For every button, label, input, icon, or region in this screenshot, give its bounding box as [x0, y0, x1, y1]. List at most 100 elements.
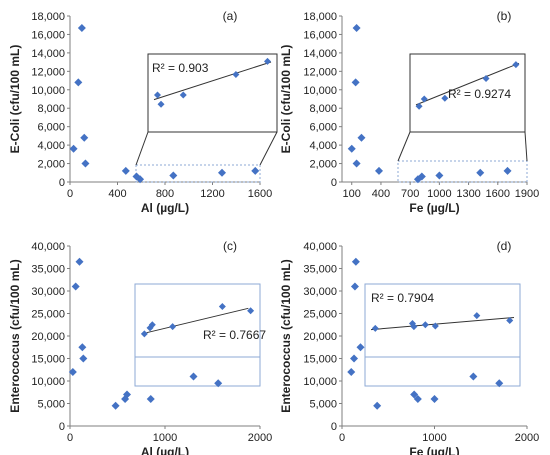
inset-point [232, 71, 240, 79]
data-point [350, 354, 359, 363]
x-tick-label: 1000 [427, 188, 451, 200]
x-tick-label: 0 [67, 188, 73, 200]
inset-box [134, 283, 261, 358]
data-point [373, 401, 382, 410]
data-point [111, 401, 120, 410]
data-point [375, 166, 383, 175]
zoom-connector [135, 131, 149, 166]
chart-panel: 0 5,000 10,000 15,000 20,000 25,000 30,000 35,0… [279, 239, 539, 455]
r-squared-label: R² = 0.903 [152, 61, 209, 75]
data-point [77, 23, 86, 32]
y-tick-label: 15,000 [303, 354, 337, 366]
y-axis-title: Enterococcus (cfu/100 mL) [279, 259, 293, 412]
y-tick-label: 35,000 [31, 264, 65, 276]
x-axis-title: Fe (µg/L) [409, 201, 459, 215]
y-axis-title: Enterococcus (cfu/100 mL) [8, 259, 22, 412]
data-point [352, 159, 361, 168]
x-tick-label: 0 [339, 432, 345, 444]
panel-label: (d) [497, 239, 512, 253]
x-tick-label: 800 [156, 188, 174, 200]
y-tick-label: 25,000 [303, 309, 337, 321]
y-tick-label: 2,000 [309, 159, 337, 171]
trend-line [415, 62, 520, 106]
x-tick-label: 1200 [200, 188, 224, 200]
data-point [79, 354, 88, 363]
y-tick-label: 18,000 [31, 11, 65, 23]
data-point [81, 159, 90, 168]
zoom-connector [259, 131, 278, 166]
data-point [68, 368, 77, 376]
data-point [352, 23, 361, 32]
data-point [357, 133, 366, 142]
x-tick-label: 1600 [486, 188, 510, 200]
y-tick-label: 10,000 [303, 85, 337, 97]
y-axis-title: E-Coli (cfu/100 mL) [279, 45, 293, 154]
y-tick-label: 20,000 [31, 331, 65, 343]
data-point [69, 144, 78, 153]
x-axis-title: Al (µg/L) [141, 445, 189, 455]
data-point [80, 133, 89, 142]
inset-point [421, 321, 429, 329]
data-point [214, 379, 223, 388]
y-tick-label: 4,000 [309, 140, 337, 152]
y-tick-label: 5,000 [37, 399, 65, 411]
inset-point [179, 91, 187, 99]
y-tick-label: 0 [331, 177, 337, 189]
data-point [218, 168, 226, 177]
data-point [350, 282, 359, 291]
inset-point [169, 323, 177, 331]
y-tick-label: 2,000 [37, 159, 65, 171]
inset-point [473, 312, 481, 320]
data-point [351, 257, 360, 266]
data-point [347, 144, 356, 153]
inset-point [218, 302, 226, 310]
y-tick-label: 10,000 [31, 376, 65, 388]
y-tick-label: 30,000 [31, 286, 65, 298]
inset-point [506, 317, 514, 324]
data-point [410, 390, 419, 399]
inset-point [371, 324, 379, 332]
chart-panel: 0 5,000 10,000 15,000 20,000 25,000 30,000 35,0… [8, 239, 272, 455]
data-point [123, 390, 131, 399]
y-tick-label: 8,000 [309, 103, 337, 115]
y-tick-label: 12,000 [303, 66, 337, 78]
y-tick-label: 4,000 [37, 140, 65, 152]
data-point [74, 78, 83, 87]
y-tick-label: 8,000 [37, 103, 65, 115]
inset-point [441, 94, 449, 102]
y-tick-label: 35,000 [303, 264, 337, 276]
chart-panel: 0 2,000 4,000 6,000 8,000 10,000 12,000 14,000 1… [279, 9, 539, 215]
data-point [169, 171, 178, 180]
y-tick-label: 40,000 [303, 241, 337, 253]
inset-point [157, 100, 165, 108]
data-point [347, 368, 356, 376]
r-squared-label: R² = 0.7667 [203, 328, 266, 342]
data-point [356, 343, 365, 352]
y-tick-label: 16,000 [303, 29, 337, 41]
y-tick-label: 6,000 [37, 122, 65, 134]
zoom-region [364, 356, 521, 387]
data-point [413, 395, 422, 403]
data-point [503, 166, 512, 175]
x-tick-label: 1300 [456, 188, 480, 200]
inset-box [409, 53, 526, 133]
data-point [469, 372, 478, 381]
chart-panel: 0 2,000 4,000 6,000 8,000 10,000 12,000 14,000 1… [8, 9, 278, 215]
data-point [251, 166, 260, 175]
inset-point [431, 322, 439, 330]
y-tick-label: 0 [59, 421, 65, 433]
inset-point [415, 102, 423, 110]
x-axis-title: Al (µg/L) [141, 201, 189, 215]
y-tick-label: 18,000 [303, 11, 337, 23]
inset-point [410, 323, 418, 331]
zoom-region [134, 356, 261, 387]
inset-point [148, 321, 156, 329]
inset-point [263, 57, 271, 65]
y-tick-label: 14,000 [303, 48, 337, 60]
zoom-region [135, 164, 261, 183]
x-tick-label: 2000 [515, 432, 539, 444]
data-point [417, 172, 426, 181]
x-tick-label: 1900 [515, 188, 539, 200]
y-tick-label: 0 [59, 177, 65, 189]
